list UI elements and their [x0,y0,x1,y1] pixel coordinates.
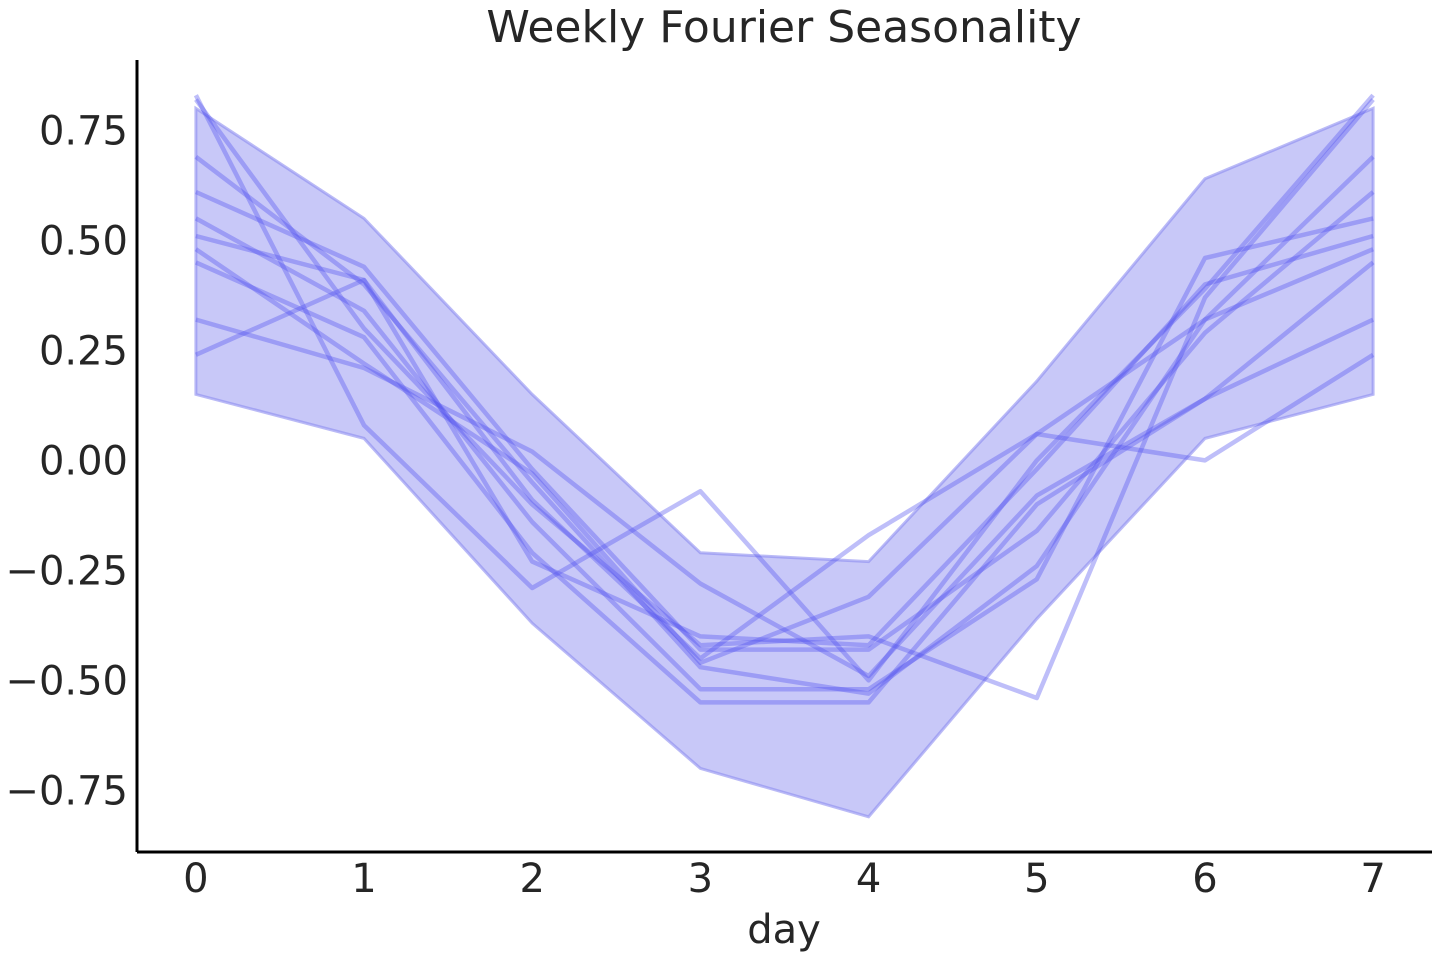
y-tick-label: 0.75 [39,108,128,154]
y-tick-label: −0.50 [5,658,128,704]
chart-title: Weekly Fourier Seasonality [486,2,1081,53]
y-tick-label: 0.25 [39,328,128,374]
series-line-8 [195,317,1375,679]
series-line-5 [195,233,1374,648]
series-line-6 [194,247,1374,666]
x-tick-label: 6 [1192,856,1217,902]
uncertainty-band-layer [194,105,1375,819]
axes-layer [135,60,1432,854]
series-line-1 [193,93,1375,683]
x-tick-label: 4 [856,856,881,902]
series-line-3 [194,189,1375,652]
x-tick-labels: 0 1 2 3 4 5 6 7 [183,856,1386,902]
x-tick-label: 1 [351,856,376,902]
series-line-10 [194,98,1375,701]
y-tick-label: −0.75 [5,768,128,814]
series-line-4 [194,216,1374,692]
uncertainty-band [194,105,1375,819]
y-tick-label: −0.25 [5,548,128,594]
x-tick-label: 7 [1360,856,1385,902]
y-tick-label: 0.00 [39,438,128,484]
x-tick-label: 5 [1024,856,1049,902]
x-tick-label: 2 [519,856,544,902]
series-layer [193,93,1375,705]
y-tick-label: 0.50 [39,218,128,264]
series-line-9 [194,277,1375,661]
x-axis-label: day [747,907,821,953]
x-tick-label: 3 [688,856,713,902]
series-line-7 [194,260,1375,705]
x-tick-label: 0 [183,856,208,902]
series-line-2 [194,155,1375,696]
y-tick-labels: 0.75 0.50 0.25 0.00 −0.25 −0.50 −0.75 [5,108,128,814]
